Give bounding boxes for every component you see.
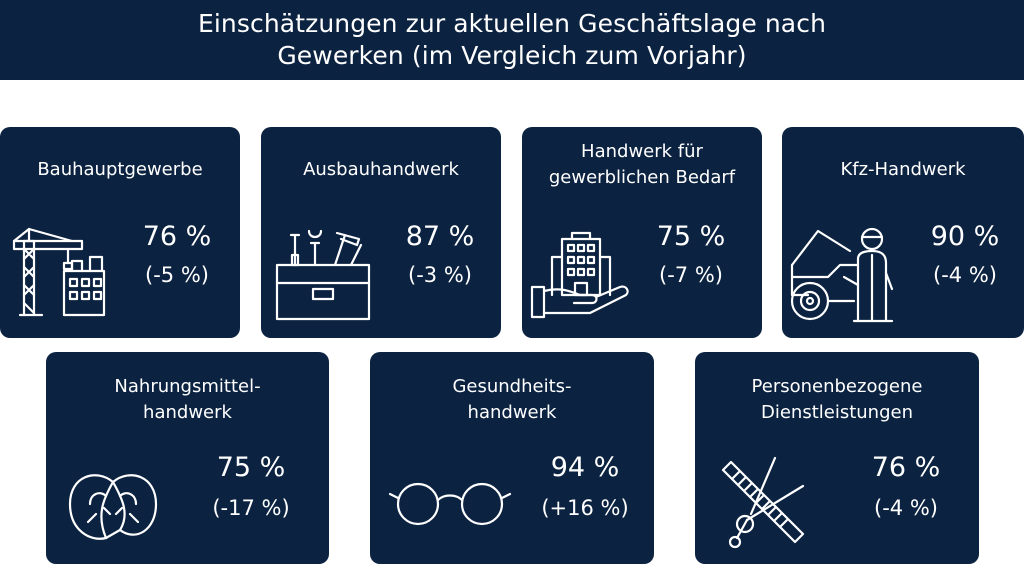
card-change: (-4 %): [874, 496, 938, 520]
building-hand-icon: [530, 231, 629, 319]
card-bauhauptgewerbe: Bauhauptgewerbe 76 % (-5 %): [0, 127, 240, 338]
card-value: 87 %: [405, 221, 475, 252]
card-personenbezogene-dienstleistungen: Personenbezogene Dienstleistungen 76 % (…: [695, 352, 979, 564]
card-change: (-3 %): [408, 263, 472, 287]
card-change: (-4 %): [933, 263, 997, 287]
card-handwerk-gewerblich: Handwerk für gewerblichen Bedarf 75 % (-…: [522, 127, 762, 338]
card-value: 90 %: [930, 221, 1000, 252]
construction-crane-icon: [12, 227, 106, 317]
card-change: (-7 %): [659, 263, 723, 287]
card-value: 75 %: [656, 221, 726, 252]
card-nahrungsmittelhandwerk: Nahrungsmittel- handwerk 75 % (-17 %): [46, 352, 329, 564]
header-banner: Einschätzungen zur aktuellen Geschäftsla…: [0, 0, 1024, 80]
comb-scissors-icon: [721, 456, 805, 549]
car-mechanic-icon: [790, 227, 894, 323]
card-title: Nahrungsmittel- handwerk: [114, 376, 261, 423]
card-title: Bauhauptgewerbe: [37, 159, 203, 180]
page-title: Einschätzungen zur aktuellen Geschäftsla…: [197, 9, 827, 70]
toolbox-icon: [275, 229, 371, 321]
card-title: Handwerk für gewerblichen Bedarf: [548, 141, 736, 188]
card-kfz-handwerk: Kfz-Handwerk 90 % (-4 %): [782, 127, 1024, 338]
card-change: (+16 %): [541, 496, 629, 520]
card-value: 76 %: [142, 221, 212, 252]
card-title: Ausbauhandwerk: [303, 159, 459, 180]
pretzel-icon: [68, 474, 158, 540]
card-change: (-17 %): [212, 496, 290, 520]
card-ausbauhandwerk: Ausbauhandwerk 87 % (-3 %): [261, 127, 501, 338]
card-value: 76 %: [871, 452, 941, 483]
card-value: 75 %: [216, 452, 286, 483]
card-title: Gesundheits- handwerk: [452, 376, 572, 423]
card-gesundheitshandwerk: Gesundheits- handwerk 94 % (+16 %): [370, 352, 654, 564]
card-change: (-5 %): [145, 263, 209, 287]
card-title: Kfz-Handwerk: [840, 159, 966, 180]
glasses-icon: [388, 482, 512, 526]
card-value: 94 %: [550, 452, 620, 483]
card-title: Personenbezogene Dienstleistungen: [751, 376, 923, 423]
